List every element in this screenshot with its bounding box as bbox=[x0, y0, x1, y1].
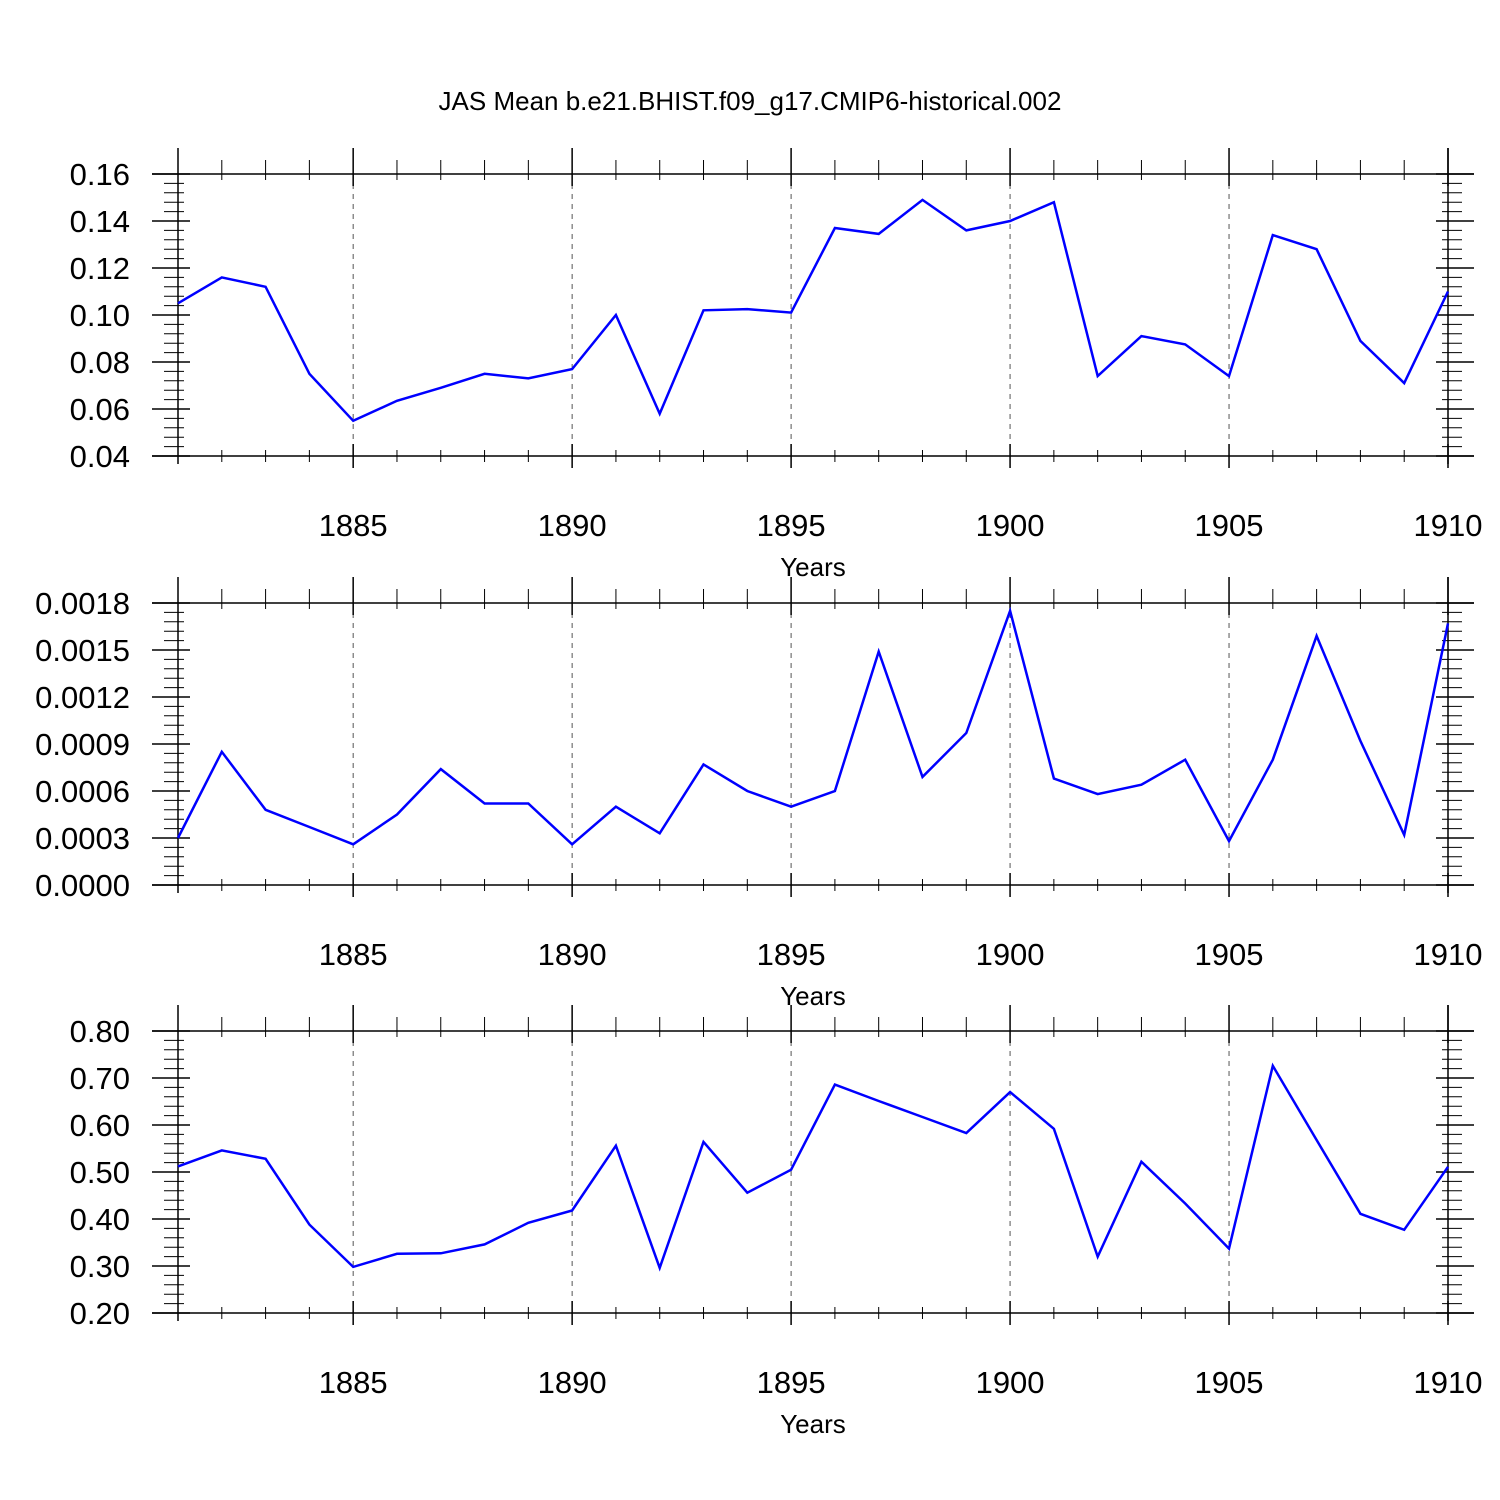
y-tick-label: 0.16 bbox=[70, 157, 130, 192]
y-axis-label: Bar Ice Area 1012 m2 bbox=[18, 1054, 48, 1289]
y-tick-label: 0.60 bbox=[70, 1108, 130, 1143]
y-tick-label: 0.04 bbox=[70, 439, 130, 474]
y-tick-label: 0.0018 bbox=[35, 586, 130, 621]
series-line bbox=[177, 1062, 1450, 1272]
x-tick-label: 1895 bbox=[757, 1365, 826, 1400]
y-tick-label: 0.0015 bbox=[35, 633, 130, 668]
x-axis-label: Years bbox=[780, 981, 846, 1011]
y-axis-label-exponent: 12 bbox=[18, 1092, 35, 1110]
x-tick-label: 1890 bbox=[538, 1365, 607, 1400]
y-tick-label: 0.0012 bbox=[35, 680, 130, 715]
y-tick-label: 0.0000 bbox=[35, 868, 130, 903]
y-tick-label: 0.0006 bbox=[35, 774, 130, 809]
chart-title: JAS Mean b.e21.BHIST.f09_g17.CMIP6-histo… bbox=[439, 86, 1062, 116]
x-tick-label: 1885 bbox=[319, 508, 388, 543]
chart-panel-1: 1885 1890 1895 1900 1905 1910 0.04 0.06 0.08 0.10… bbox=[18, 148, 1483, 582]
y-tick-label: 0.80 bbox=[70, 1014, 130, 1049]
x-tick-label: 1910 bbox=[1414, 937, 1483, 972]
y-tick-label: 0.20 bbox=[70, 1296, 130, 1331]
y-axis-label-exponent: 13 bbox=[18, 632, 35, 650]
x-tick-label: 1885 bbox=[319, 937, 388, 972]
x-tick-label: 1905 bbox=[1195, 1365, 1264, 1400]
series-line bbox=[177, 198, 1450, 423]
x-axis-label: Years bbox=[780, 1409, 846, 1439]
y-axis-label: Bar Ice Volume 1013 m3 bbox=[18, 181, 48, 449]
y-axis-label-unit-exponent: 2 bbox=[18, 1054, 35, 1063]
y-tick-label: 0.14 bbox=[70, 204, 130, 239]
y-axis-label-text: Bar Ice Area 10 bbox=[18, 1110, 48, 1289]
x-tick-label: 1890 bbox=[538, 937, 607, 972]
y-tick-label: 0.50 bbox=[70, 1155, 130, 1190]
y-tick-label: 0.30 bbox=[70, 1249, 130, 1284]
y-tick-label: 0.0009 bbox=[35, 727, 130, 762]
x-tick-label: 1905 bbox=[1195, 508, 1264, 543]
y-axis-label-unit-exponent: 3 bbox=[18, 181, 35, 190]
chart-panel-3: 1885 1890 1895 1900 1905 1910 0.20 0.30 0.40 0.50… bbox=[18, 1005, 1483, 1439]
x-tick-label: 1910 bbox=[1414, 1365, 1483, 1400]
y-tick-label: 0.12 bbox=[70, 251, 130, 286]
x-tick-label: 1910 bbox=[1414, 508, 1483, 543]
x-tick-label: 1900 bbox=[976, 937, 1045, 972]
x-tick-label: 1885 bbox=[319, 1365, 388, 1400]
y-axis-label-exponent: 13 bbox=[18, 219, 35, 237]
y-axis-label-text: Bar Ice Volume 10 bbox=[18, 237, 48, 449]
x-tick-label: 1895 bbox=[757, 508, 826, 543]
y-tick-label: 0.0003 bbox=[35, 821, 130, 856]
y-axis-label-unit-exponent: 3 bbox=[18, 595, 35, 604]
y-tick-label: 0.06 bbox=[70, 392, 130, 427]
y-tick-label: 0.40 bbox=[70, 1202, 130, 1237]
x-tick-label: 1900 bbox=[976, 1365, 1045, 1400]
x-tick-label: 1895 bbox=[757, 937, 826, 972]
x-tick-label: 1905 bbox=[1195, 937, 1264, 972]
x-tick-label: 1900 bbox=[976, 508, 1045, 543]
y-axis-label-unit: m bbox=[18, 1063, 48, 1092]
y-axis-label-unit: m bbox=[18, 190, 48, 219]
x-axis-label: Years bbox=[780, 552, 846, 582]
y-tick-label: 0.70 bbox=[70, 1061, 130, 1096]
chart-panel-2: 1885 1890 1895 1900 1905 1910 0.0000 0.0003 0.00… bbox=[18, 577, 1483, 1011]
y-tick-label: 0.10 bbox=[70, 298, 130, 333]
y-tick-label: 0.08 bbox=[70, 345, 130, 380]
x-tick-label: 1890 bbox=[538, 508, 607, 543]
series-line bbox=[176, 606, 1450, 846]
